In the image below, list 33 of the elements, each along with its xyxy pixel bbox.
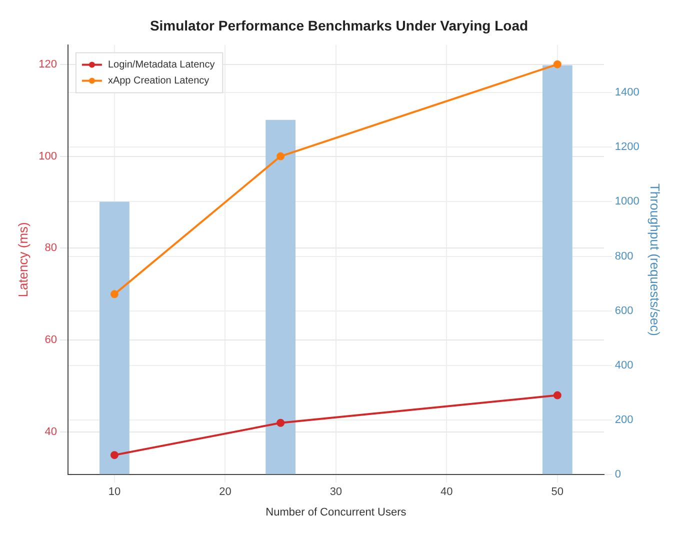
- point: [110, 451, 118, 460]
- point: [553, 391, 562, 400]
- x-tick-label: 20: [219, 486, 232, 498]
- y2-axis-title: Throughput (requests/sec): [648, 183, 663, 336]
- point: [276, 152, 285, 160]
- y2-tick-label: 1400: [614, 86, 640, 99]
- y2-tick-label: 600: [614, 304, 634, 317]
- point: [276, 418, 285, 427]
- legend-label: Login/Metadata Latency: [108, 60, 215, 71]
- chart-title: Simulator Performance Benchmarks Under Varying Load: [150, 17, 528, 34]
- y2-tick-label: 0: [614, 468, 622, 481]
- y-tick-label: 60: [44, 334, 57, 346]
- legend-label: xApp Creation Latency: [108, 76, 210, 87]
- point: [110, 290, 118, 298]
- x-tick-label: 30: [330, 486, 342, 498]
- y2-tick-label: 1200: [614, 141, 640, 154]
- bar: [266, 120, 296, 474]
- y-axis-title: Latency (ms): [15, 222, 30, 298]
- y2-tick-label: 1000: [614, 196, 640, 208]
- y2-tick-label: 400: [614, 359, 634, 372]
- y-tick-label: 40: [44, 426, 57, 438]
- y2-tick-label: 200: [614, 414, 634, 426]
- point: [553, 60, 562, 68]
- y-tick-label: 120: [38, 58, 57, 70]
- bar: [542, 65, 572, 474]
- y-tick-label: 100: [38, 150, 57, 162]
- bar: [100, 202, 130, 474]
- x-tick-label: 50: [551, 486, 564, 498]
- y-tick-label: 80: [44, 242, 57, 254]
- x-axis-title: Number of Concurrent Users: [266, 506, 407, 518]
- x-tick-label: 40: [440, 486, 453, 498]
- x-tick-label: 10: [108, 486, 121, 498]
- y2-tick-label: 800: [614, 250, 634, 262]
